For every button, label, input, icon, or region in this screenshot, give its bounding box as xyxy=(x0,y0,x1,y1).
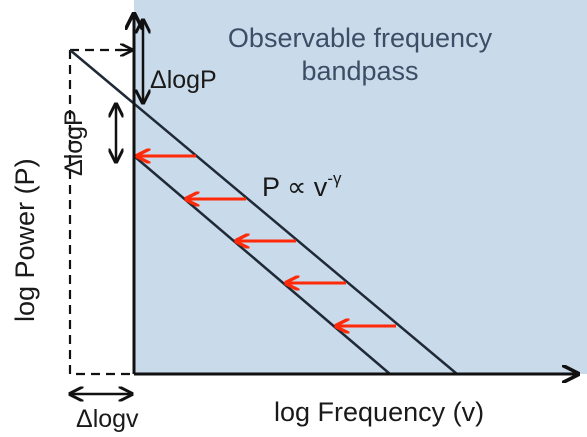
y-axis-label: log Power (P) xyxy=(10,158,40,322)
bandpass-title-line1: Observable frequency xyxy=(227,23,493,53)
delta-logp-top-label: ΔlogP xyxy=(150,66,217,94)
observable-bandpass-region xyxy=(134,0,587,374)
bandpass-title: Observable frequency bandpass xyxy=(190,22,530,88)
bandpass-title-line2: bandpass xyxy=(301,56,419,86)
power-law-formula: P ∝ v-γ xyxy=(262,169,342,203)
formula-exponent: -γ xyxy=(327,169,342,188)
formula-main: P ∝ v xyxy=(262,172,328,202)
dashed-extension-box xyxy=(68,48,134,376)
delta-lognu-label: Δlogv xyxy=(76,405,139,433)
x-axis-label: log Frequency (v) xyxy=(274,397,485,427)
delta-logp-side-label: ΔlogP xyxy=(60,109,88,176)
lower-spectrum-line xyxy=(133,155,391,375)
